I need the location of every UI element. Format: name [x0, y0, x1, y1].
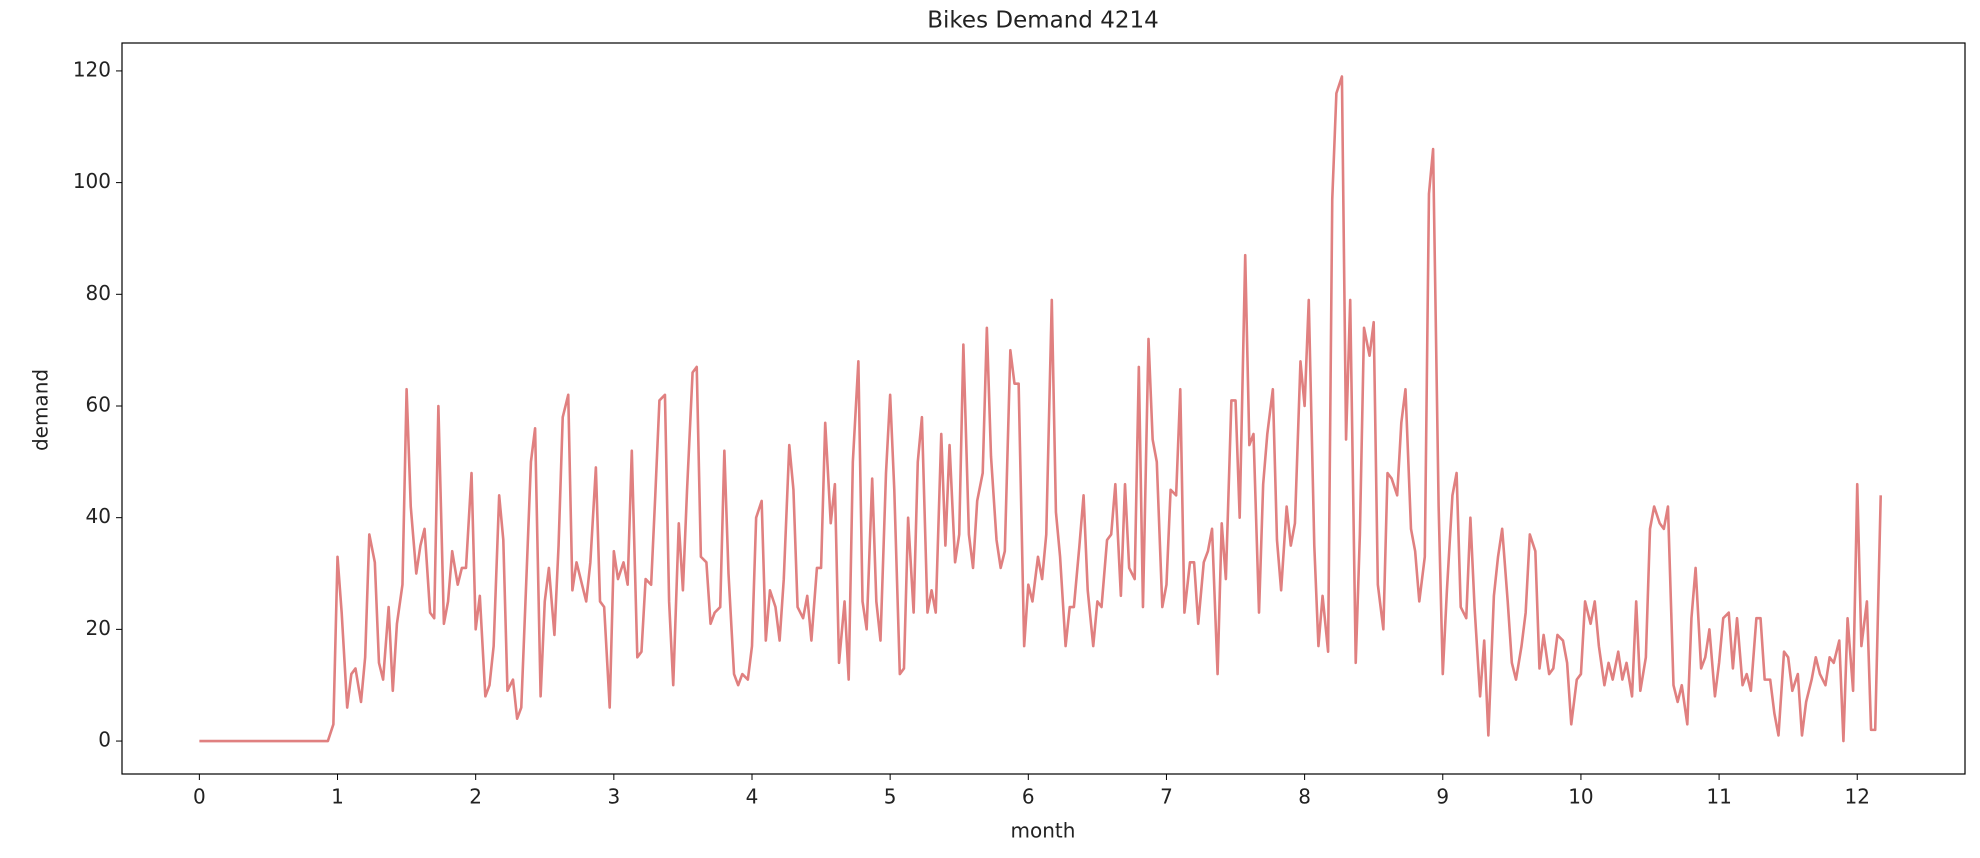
y-tick-label: 40 — [86, 504, 111, 528]
y-tick-label: 100 — [73, 169, 111, 193]
y-tick-label: 0 — [98, 728, 111, 752]
y-tick-label: 20 — [86, 616, 111, 640]
x-tick-label: 6 — [1022, 785, 1035, 809]
y-tick-label: 80 — [86, 281, 111, 305]
x-tick-label: 2 — [469, 785, 482, 809]
x-tick-label: 10 — [1568, 785, 1593, 809]
data-line — [199, 75, 1883, 743]
y-tick-label: 120 — [73, 57, 111, 81]
x-tick-label: 0 — [193, 785, 206, 809]
x-tick-label: 7 — [1160, 785, 1173, 809]
chart-title: Bikes Demand 4214 — [927, 8, 1159, 34]
y-tick-label: 60 — [86, 392, 111, 416]
x-axis-label: month — [1011, 819, 1076, 843]
x-tick-label: 3 — [607, 785, 620, 809]
y-axis-label: demand — [29, 369, 53, 451]
x-tick-label: 11 — [1706, 785, 1731, 809]
x-tick-label: 9 — [1436, 785, 1449, 809]
x-tick-label: 5 — [884, 785, 897, 809]
x-tick-label: 12 — [1845, 785, 1870, 809]
plot-frame — [121, 42, 1966, 775]
x-tick-label: 1 — [331, 785, 344, 809]
x-tick-label: 4 — [746, 785, 759, 809]
x-tick-label: 8 — [1298, 785, 1311, 809]
